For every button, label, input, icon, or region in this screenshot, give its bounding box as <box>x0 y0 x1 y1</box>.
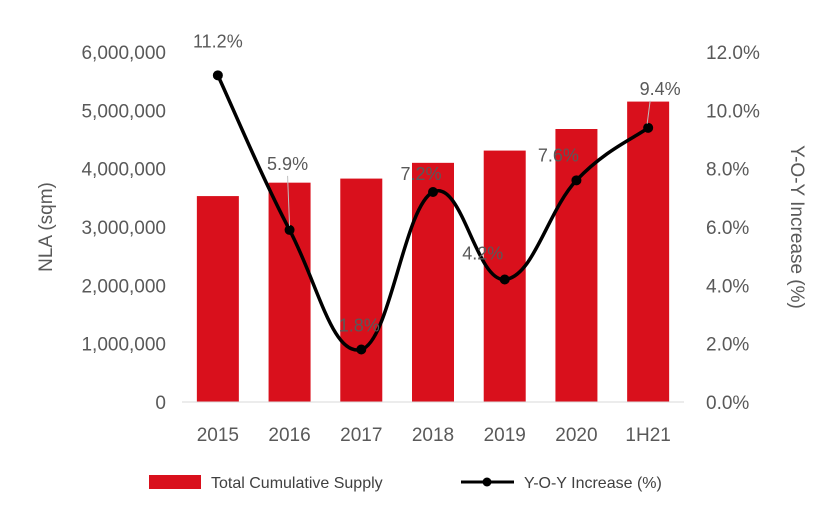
yoy-data-label: 5.9% <box>267 154 308 174</box>
y-tick-label: 5,000,000 <box>81 101 166 122</box>
y-tick-label: 1,000,000 <box>81 335 166 356</box>
x-tick-label: 2017 <box>340 425 382 446</box>
x-tick-label: 2015 <box>197 425 239 446</box>
y-axis-title: NLA (sqm) <box>36 182 57 272</box>
y-tick-label: 6,000,000 <box>81 43 166 64</box>
y2-tick-label: 10.0% <box>706 101 760 122</box>
bar-1H21 <box>627 101 670 402</box>
y2-tick-label: 4.0% <box>706 276 749 297</box>
y2-tick-label: 2.0% <box>706 335 749 356</box>
y2-tick-label: 8.0% <box>706 160 749 181</box>
bar-2020 <box>555 129 598 402</box>
y-tick-label: 3,000,000 <box>81 218 166 239</box>
yoy-marker-2017 <box>356 344 367 355</box>
label-leader-line <box>287 175 291 226</box>
yoy-data-label: 1.8% <box>339 316 380 336</box>
bar-2017 <box>340 178 383 402</box>
yoy-data-label: 7.6% <box>538 145 579 165</box>
y-tick-label: 2,000,000 <box>81 276 166 297</box>
yoy-marker-1H21 <box>643 122 654 133</box>
legend-bar-label: Total Cumulative Supply <box>211 475 383 492</box>
y2-tick-label: 0.0% <box>706 393 749 414</box>
y-tick-label: 4,000,000 <box>81 160 166 181</box>
y2-axis-title: Y-O-Y Increase (%) <box>786 145 807 309</box>
yoy-data-label: 9.4% <box>640 79 681 99</box>
yoy-data-label: 11.2% <box>193 31 243 51</box>
legend-line-marker <box>482 477 492 487</box>
yoy-marker-2019 <box>499 274 510 285</box>
x-tick-label: 1H21 <box>625 425 670 446</box>
bar-2018 <box>412 162 454 402</box>
label-leader-line <box>646 100 651 124</box>
x-tick-label: 2020 <box>555 425 597 446</box>
bar-2015 <box>196 196 239 402</box>
yoy-marker-2018 <box>428 187 438 197</box>
x-tick-label: 2018 <box>412 425 454 446</box>
yoy-marker-2020 <box>571 175 582 186</box>
yoy-data-label: 7.2% <box>400 164 441 184</box>
yoy-marker-2016 <box>284 224 295 235</box>
x-tick-label: 2016 <box>268 425 310 446</box>
legend-bar-swatch <box>149 475 201 489</box>
x-tick-label: 2019 <box>484 425 526 446</box>
legend-line-label: Y-O-Y Increase (%) <box>524 475 662 492</box>
yoy-data-label: 4.2% <box>462 244 503 264</box>
y2-tick-label: 12.0% <box>706 43 760 64</box>
yoy-marker-2015 <box>212 70 223 81</box>
y2-tick-label: 6.0% <box>706 218 749 239</box>
y-tick-label: 0 <box>155 393 166 414</box>
